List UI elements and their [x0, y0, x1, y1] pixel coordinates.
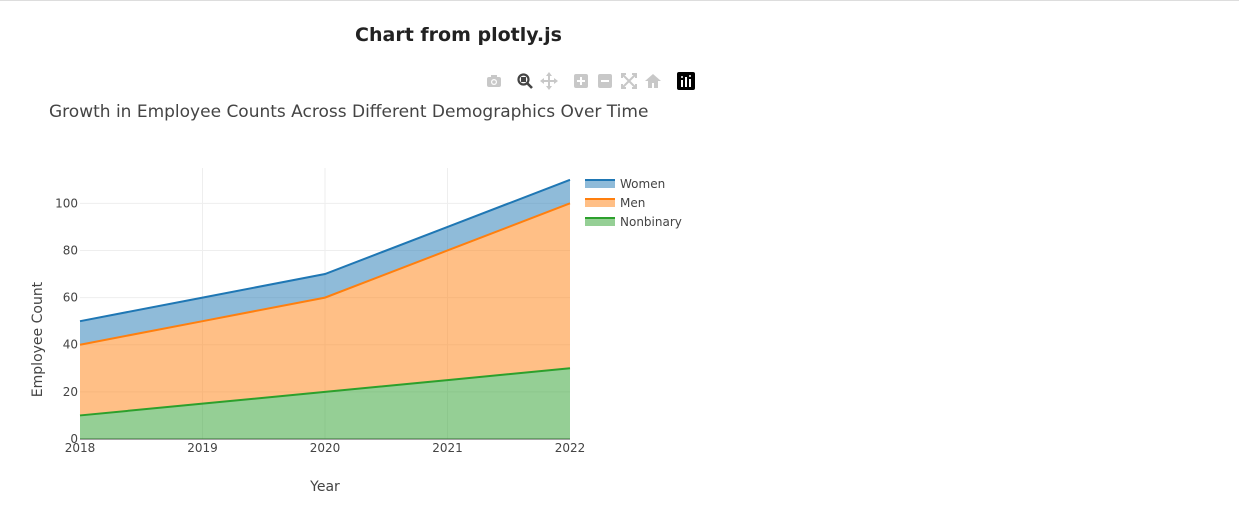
x-tick-label: 2022 [555, 441, 586, 455]
y-tick-label: 20 [63, 385, 78, 399]
chart-title: Growth in Employee Counts Across Differe… [49, 102, 649, 122]
x-tick-label: 2018 [65, 441, 96, 455]
plotly-logo-icon[interactable] [677, 72, 695, 90]
line-men [79, 202, 571, 346]
legend-label: Nonbinary [620, 215, 682, 229]
y-tick-label: 60 [63, 291, 78, 305]
line-women [79, 178, 571, 323]
legend-swatch [585, 180, 615, 188]
legend-item-women[interactable]: Women [585, 177, 665, 191]
camera-icon[interactable] [485, 72, 503, 90]
y-axis-title: Employee Count [30, 281, 46, 397]
reset-axes-icon[interactable] [644, 72, 662, 90]
y-tick-label: 100 [55, 196, 78, 210]
y-tick-label: 80 [63, 243, 78, 257]
page-heading: Chart from plotly.js [355, 24, 562, 46]
y-tick-label: 0 [70, 432, 78, 446]
top-divider [0, 0, 1239, 1]
x-axis-title: Year [309, 479, 340, 495]
area-nonbinary [80, 368, 570, 439]
x-tick-label: 2019 [187, 441, 218, 455]
line-nonbinary [79, 367, 571, 417]
zoom-out-icon[interactable] [596, 72, 614, 90]
legend-swatch [585, 218, 615, 226]
zoom-icon[interactable] [516, 72, 534, 90]
legend-label: Women [620, 177, 665, 191]
legend-label: Men [620, 196, 645, 210]
zoom-in-icon[interactable] [572, 72, 590, 90]
pan-icon[interactable] [540, 72, 558, 90]
legend: Women Men Nonbinary [585, 177, 682, 229]
legend-swatch [585, 199, 615, 207]
area-women [80, 179, 570, 345]
modebar-toolbar [482, 72, 702, 90]
x-tick-label: 2020 [310, 441, 341, 455]
x-tick-label: 2021 [432, 441, 463, 455]
legend-item-men[interactable]: Men [585, 196, 645, 210]
area-men [80, 203, 570, 416]
y-tick-label: 40 [63, 338, 78, 352]
autoscale-icon[interactable] [620, 72, 638, 90]
legend-item-nonbinary[interactable]: Nonbinary [585, 215, 682, 229]
